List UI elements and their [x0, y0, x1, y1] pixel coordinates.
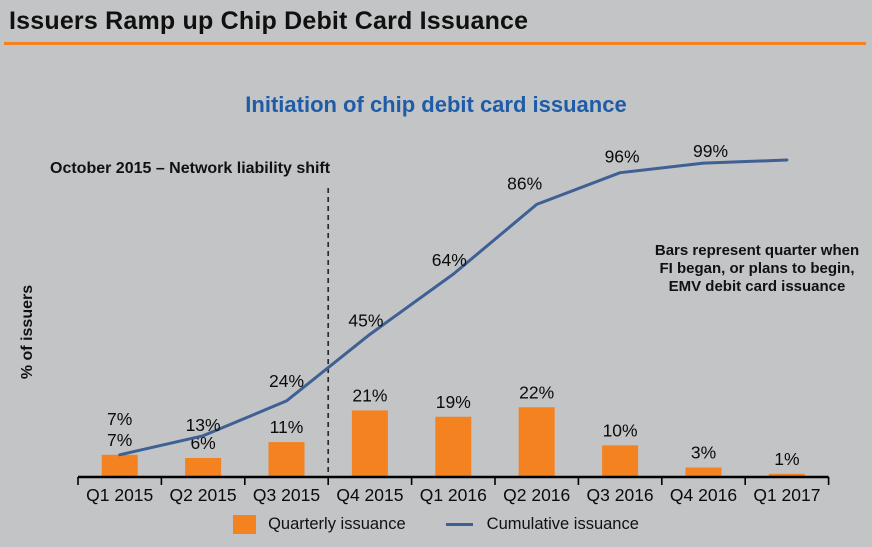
bars-note-line-2: FI began, or plans to begin, — [659, 260, 855, 277]
bar-label: 3% — [691, 442, 716, 462]
line-label: 99% — [693, 141, 728, 161]
cumulative-line — [118, 158, 789, 457]
legend: Quarterly issuance Cumulative issuance — [0, 511, 872, 537]
bar-q4-2016 — [685, 467, 722, 477]
legend-line-swatch-icon — [445, 522, 473, 526]
bar-q2-2015 — [185, 457, 222, 477]
line-label: 45% — [348, 310, 383, 330]
legend-bar-swatch-icon — [233, 514, 257, 534]
chart-title: Initiation of chip debit card issuance — [245, 92, 627, 117]
bar-label: 7% — [107, 430, 132, 450]
line-label: 96% — [605, 147, 640, 167]
line-label: 13% — [186, 415, 221, 435]
page-title: Issuers Ramp up Chip Debit Card Issuance — [9, 7, 529, 35]
x-axis-label: Q3 2015 — [253, 485, 320, 505]
bar-q2-2016 — [518, 407, 555, 477]
bars-note-line-1: Bars represent quarter when — [654, 242, 860, 259]
bar-label: 19% — [436, 392, 471, 412]
bar-label: 1% — [774, 449, 799, 469]
x-axis-label: Q1 2017 — [753, 485, 820, 505]
line-label: 64% — [432, 250, 467, 270]
legend-label-cumulative: Cumulative issuance — [486, 514, 639, 533]
x-axis-label: Q2 2015 — [170, 485, 237, 505]
bars-note-line-3: EMV debit card issuance — [668, 278, 846, 295]
bar-label: 22% — [519, 382, 554, 402]
line-label: 7% — [107, 409, 132, 429]
x-axis-label: Q2 2016 — [503, 485, 570, 505]
line-label: 24% — [269, 371, 304, 391]
bar-q1-2017 — [768, 473, 805, 477]
x-axis-label: Q4 2016 — [670, 485, 737, 505]
line-label: 86% — [507, 173, 542, 193]
x-axis-label: Q3 2016 — [587, 485, 654, 505]
bar-q4-2015 — [351, 410, 388, 477]
bar-q3-2015 — [268, 442, 305, 477]
bar-label: 11% — [270, 417, 304, 437]
bar-label: 21% — [352, 385, 387, 405]
title-underline — [4, 42, 866, 45]
x-axis-label: Q1 2016 — [420, 485, 487, 505]
legend-label-quarterly: Quarterly issuance — [268, 514, 406, 533]
bars-note-annotation: Bars represent quarter when FI began, or… — [645, 242, 869, 296]
bar-q1-2015 — [101, 454, 138, 477]
x-axis-label: Q4 2015 — [336, 485, 403, 505]
bar-q1-2016 — [435, 416, 472, 477]
liability-shift-annotation: October 2015 – Network liability shift — [50, 160, 331, 177]
bar-label: 10% — [603, 420, 638, 440]
bar-q3-2016 — [602, 445, 639, 477]
x-axis-label: Q1 2015 — [86, 485, 153, 505]
